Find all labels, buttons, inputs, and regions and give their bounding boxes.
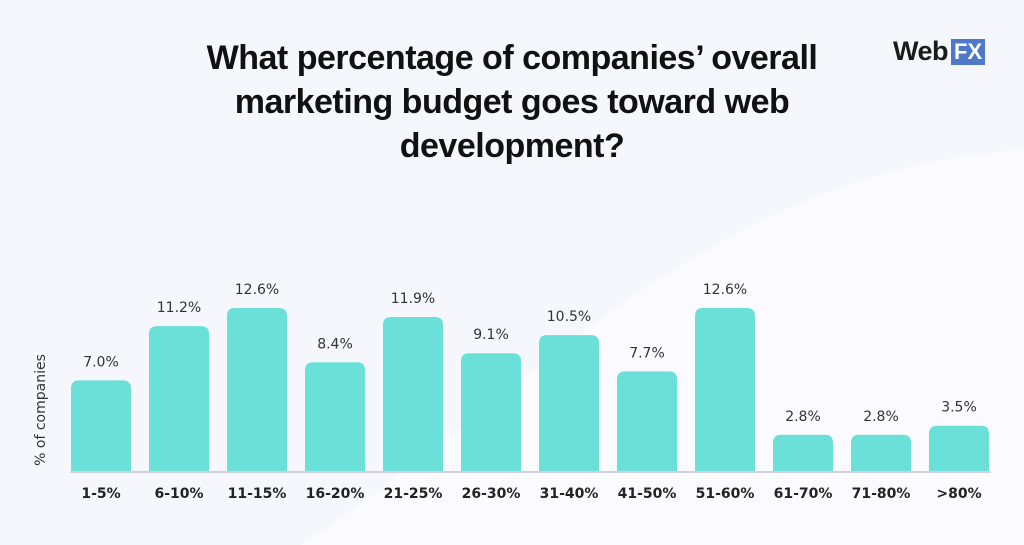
- data-label: 10.5%: [547, 309, 591, 325]
- bar-16-20%: [305, 362, 365, 471]
- chart-title: What percentage of companies’ overall ma…: [206, 39, 818, 165]
- bar-31-40%: [539, 335, 599, 471]
- x-tick-label: 11-15%: [228, 486, 287, 502]
- webfx-logo: Web FX: [893, 36, 986, 67]
- x-tick-label: 61-70%: [774, 486, 833, 502]
- data-label: 12.6%: [703, 282, 747, 298]
- bar-26-30%: [461, 353, 521, 471]
- data-label: 2.8%: [863, 409, 899, 425]
- data-label: 11.2%: [157, 300, 201, 316]
- bar-61-70%: [773, 434, 833, 471]
- x-tick-label: 16-20%: [306, 486, 365, 502]
- bar-21-25%: [383, 317, 443, 471]
- data-label: 2.8%: [785, 409, 821, 425]
- bar->80%: [929, 425, 989, 471]
- bar-51-60%: [695, 307, 755, 471]
- x-tick-label: 26-30%: [462, 486, 521, 502]
- logo-box: FX: [951, 38, 986, 65]
- data-label: 9.1%: [473, 327, 509, 343]
- x-tick-label: 51-60%: [696, 486, 755, 502]
- data-label: 3.5%: [941, 400, 977, 416]
- x-tick-label: 21-25%: [384, 486, 443, 502]
- bar-11-15%: [227, 307, 287, 471]
- data-label: 7.0%: [83, 354, 119, 370]
- data-label: 8.4%: [317, 336, 353, 352]
- bar-1-5%: [71, 380, 131, 471]
- bar-41-50%: [617, 371, 677, 471]
- bar-71-80%: [851, 434, 911, 471]
- logo-text: Web: [893, 36, 949, 66]
- data-label: 7.7%: [629, 345, 665, 361]
- bar-6-10%: [149, 326, 209, 471]
- data-label: 11.9%: [391, 291, 435, 307]
- x-tick-label: 71-80%: [852, 486, 911, 502]
- x-tick-label: 6-10%: [154, 486, 203, 502]
- data-label: 12.6%: [235, 282, 279, 298]
- x-tick-label: >80%: [936, 486, 981, 502]
- x-tick-label: 41-50%: [618, 486, 677, 502]
- x-tick-label: 1-5%: [81, 486, 120, 502]
- x-tick-label: 31-40%: [540, 486, 599, 502]
